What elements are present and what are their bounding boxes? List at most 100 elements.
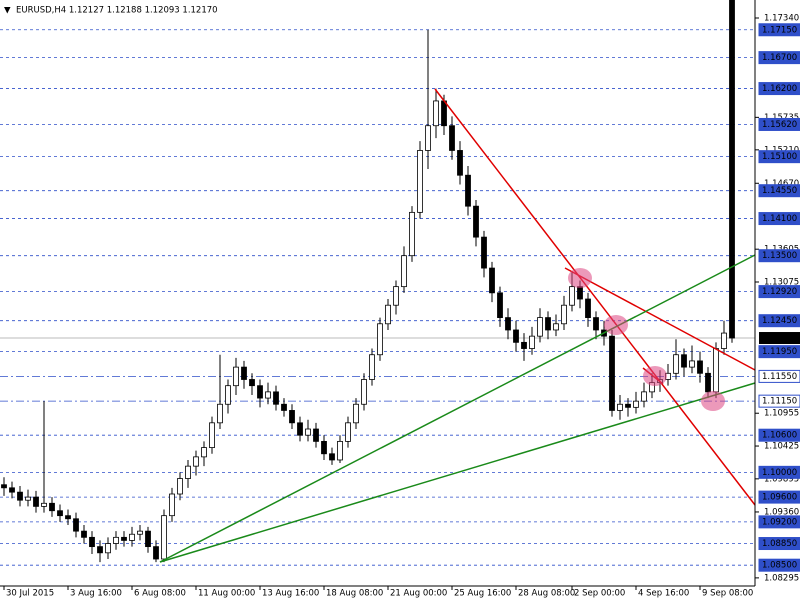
y-tick-label: 1.14670: [764, 179, 799, 189]
trendline: [434, 88, 756, 506]
candle-body: [353, 403, 359, 424]
level-label: 1.11950: [762, 347, 797, 357]
level-label-box: [758, 51, 800, 65]
level-label-box: [758, 465, 800, 479]
candle-body: [249, 379, 255, 387]
candle-body: [121, 536, 127, 541]
level-label: 1.08500: [762, 561, 797, 571]
candle-body: [577, 286, 583, 300]
level-label: 1.09600: [762, 493, 797, 503]
level-label-box: [758, 117, 800, 131]
candle-body: [689, 360, 695, 368]
chart-title: EURUSD,H4 1.12127 1.12188 1.12093 1.1217…: [16, 6, 218, 16]
level-label: 1.14100: [762, 214, 797, 224]
candle-body: [201, 447, 207, 458]
level-label-box: [758, 150, 800, 164]
x-tick-label: 25 Aug 16:00: [454, 589, 511, 599]
candle-body: [633, 400, 639, 408]
level-label: 1.14550: [762, 186, 797, 196]
candle-body: [681, 354, 687, 368]
candle-body: [489, 267, 495, 294]
candle-body: [361, 379, 367, 405]
candle-body: [705, 372, 711, 393]
candle-body: [449, 125, 455, 151]
candle-body: [673, 354, 679, 374]
candle-body: [545, 317, 551, 331]
y-tick-label: 1.09360: [764, 507, 799, 517]
candle-body: [1, 484, 7, 489]
level-label: 1.15100: [762, 152, 797, 162]
candle-body: [433, 100, 439, 127]
level-label-box: [758, 558, 800, 572]
highlight: [643, 366, 667, 386]
level-label: 1.17150: [762, 25, 797, 35]
candle-body: [105, 543, 111, 554]
highlight: [604, 315, 628, 335]
candle-body: [297, 422, 303, 436]
candle-body: [17, 491, 23, 501]
highlight: [568, 268, 592, 288]
level-label-box: [758, 82, 800, 96]
candle-body: [305, 428, 311, 436]
y-tick-label: 1.08295: [764, 573, 799, 583]
x-tick-label: 9 Sep 08:00: [702, 589, 753, 599]
candle-body: [529, 335, 535, 349]
level-label-box: [758, 314, 800, 328]
candle-body: [281, 403, 287, 411]
x-tick-label: 6 Aug 08:00: [134, 589, 186, 599]
candle-body: [161, 515, 167, 560]
y-tick-label: 1.09895: [764, 474, 799, 484]
level-label: 1.15620: [762, 120, 797, 130]
level-label: 1.16200: [762, 84, 797, 94]
candle-body: [25, 496, 31, 501]
level-label: 1.11550: [762, 372, 797, 382]
candle-body: [569, 286, 575, 306]
candle-body: [457, 150, 463, 176]
candle-body: [177, 478, 183, 495]
candle-body: [641, 391, 647, 402]
candle-body: [505, 317, 511, 331]
candle-body: [537, 317, 543, 337]
level-label-box: [758, 285, 800, 299]
candle-body: [289, 410, 295, 424]
candle-body: [385, 304, 391, 325]
x-tick-label: 4 Sep 16:00: [638, 589, 689, 599]
axis: 1.173401.157351.152101.146701.136051.130…: [3, 13, 800, 599]
candle-body: [609, 335, 615, 411]
candle-body: [441, 100, 447, 127]
candle-body: [233, 366, 239, 387]
x-tick-label: 11 Aug 00:00: [198, 589, 255, 599]
candle-body: [369, 354, 375, 380]
candle-body: [329, 453, 335, 461]
candle-body: [585, 298, 591, 318]
candle-body: [113, 536, 119, 544]
candle-body: [345, 422, 351, 442]
x-tick-label: 18 Aug 08:00: [326, 589, 383, 599]
candle-body: [473, 205, 479, 238]
candle-body: [721, 332, 727, 349]
candle-body: [57, 510, 63, 517]
trendline: [159, 254, 756, 563]
level-label: 1.12920: [762, 287, 797, 297]
candle-body: [169, 493, 175, 517]
x-tick-label: 2 Sep 00:00: [574, 589, 625, 599]
candle-body: [561, 304, 567, 325]
candle-body: [393, 286, 399, 306]
candle-body: [593, 317, 599, 331]
trendline: [564, 267, 756, 371]
level-label-box: [758, 537, 800, 551]
candle-body: [377, 323, 383, 356]
collapse-icon: ▼: [4, 6, 11, 16]
level-label-box: [758, 394, 800, 408]
level-label-box: [758, 428, 800, 442]
x-tick-label: 28 Aug 08:00: [518, 589, 575, 599]
candle-body: [337, 440, 343, 461]
level-label-box: [758, 212, 800, 226]
candle-body: [137, 530, 143, 535]
candle-body: [513, 329, 519, 343]
candle-body: [185, 465, 191, 479]
candle-body: [417, 150, 423, 213]
level-label-box: [758, 345, 800, 359]
